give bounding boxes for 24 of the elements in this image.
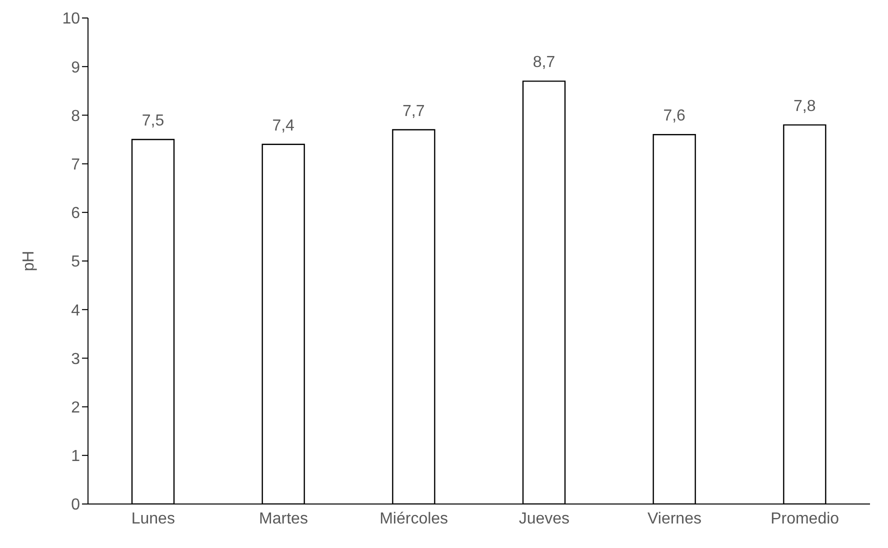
x-tick-label: Lunes (131, 510, 175, 528)
x-tick-label: Jueves (518, 510, 570, 528)
y-axis-title: pH (20, 250, 38, 272)
x-tick-label: Martes (259, 510, 308, 528)
y-tick-label: 9 (71, 59, 80, 76)
y-tick-label: 5 (71, 254, 80, 271)
x-tick-label: Miércoles (380, 510, 448, 528)
y-tick-label: 7 (71, 156, 80, 174)
data-label: 7,5 (142, 112, 164, 130)
y-tick-label: 10 (62, 10, 80, 28)
y-tick-label: 4 (71, 302, 80, 320)
y-tick-label: 1 (71, 448, 80, 466)
data-label: 7,7 (402, 102, 425, 120)
x-tick-label: Promedio (770, 510, 840, 528)
y-tick-label: 0 (71, 496, 80, 514)
data-label: 7,8 (794, 98, 816, 115)
y-tick-label: 8 (71, 108, 80, 125)
y-tick-label: 3 (71, 350, 80, 368)
y-tick-label: 6 (71, 205, 80, 222)
data-label: 7,6 (663, 108, 686, 125)
x-tick-label: Viernes (648, 510, 702, 528)
y-tick-label: 2 (71, 399, 80, 416)
data-label: 7,4 (272, 117, 295, 134)
data-label: 8,7 (532, 54, 556, 72)
